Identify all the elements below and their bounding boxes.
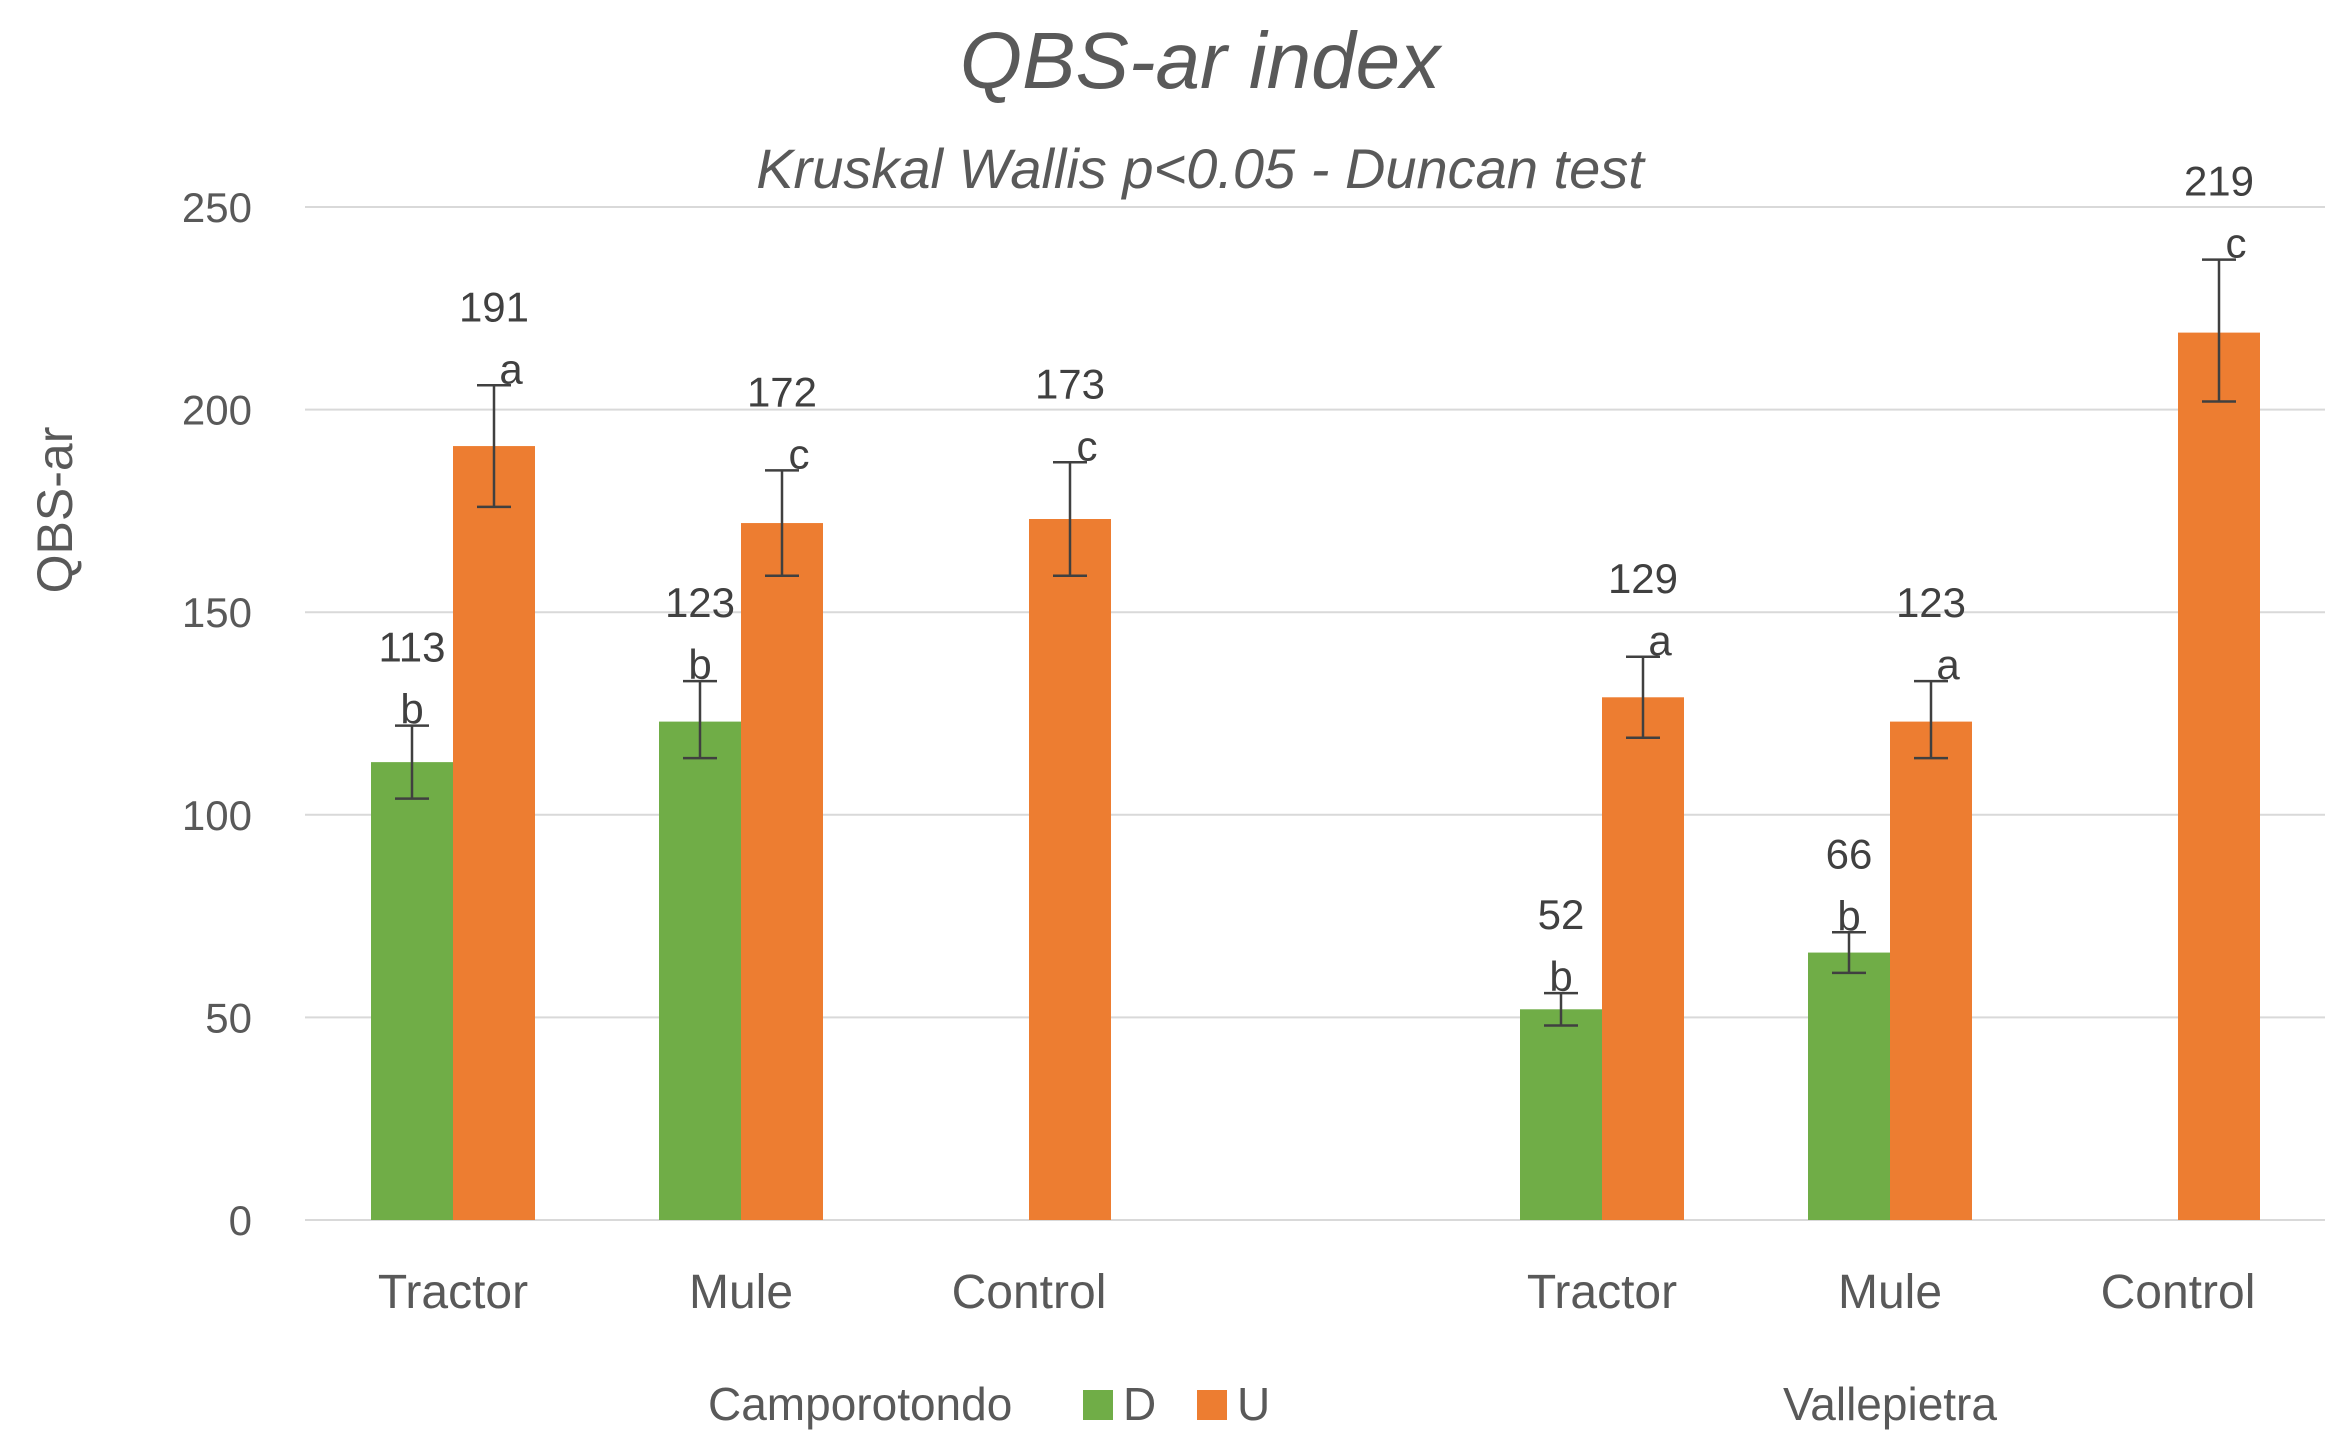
significance-letter-vallepietra-control-U: c [2226,220,2247,267]
y-tick-250: 250 [182,184,252,231]
legend-label-D: D [1123,1378,1156,1430]
legend-swatch-D [1083,1390,1113,1420]
significance-letter-vallepietra-mule-U: a [1936,641,1960,688]
value-label-vallepietra-tractor-U: 129 [1608,555,1678,602]
value-label-vallepietra-control-U: 219 [2184,158,2254,205]
significance-letter-camporotondo-mule-U: c [789,430,810,477]
legend-label-U: U [1237,1378,1270,1430]
bar-vallepietra-mule-D [1808,952,1890,1220]
legend: Camporotondo D U Vallepietra [708,1378,1997,1430]
value-label-camporotondo-mule-D: 123 [665,579,735,626]
data-labels: b 113 a 191 b 123 c 172 c 173 b 52 a 129 b 66 a 123 c 219 [379,158,2255,1000]
bar-camporotondo-tractor-U [453,446,535,1220]
value-label-vallepietra-mule-U: 123 [1896,579,1966,626]
y-tick-150: 150 [182,589,252,636]
bar-camporotondo-control-U [1029,519,1111,1220]
significance-letter-vallepietra-tractor-D: b [1549,953,1572,1000]
error-bars [395,258,2236,1027]
y-axis-ticks: 0 50 100 150 200 250 [182,184,252,1244]
bar-vallepietra-tractor-D [1520,1009,1602,1220]
x-category-camporotondo-tractor: Tractor [378,1266,528,1319]
y-axis-label: QBS-ar [27,427,83,594]
y-tick-50: 50 [205,994,252,1041]
gridlines [305,206,2325,1221]
chart-title: QBS-ar index [960,16,1443,105]
x-category-vallepietra-mule: Mule [1838,1266,1942,1319]
bar-vallepietra-mule-U [1890,721,1972,1220]
y-tick-100: 100 [182,792,252,839]
y-tick-200: 200 [182,387,252,434]
significance-letter-vallepietra-tractor-U: a [1648,617,1672,664]
legend-group-camporotondo: Camporotondo [708,1378,1012,1430]
significance-letter-camporotondo-control-U: c [1077,422,1098,469]
bar-vallepietra-control-U [2178,332,2260,1220]
x-category-camporotondo-control: Control [952,1266,1107,1319]
value-label-camporotondo-control-U: 173 [1035,360,1105,407]
legend-swatch-U [1197,1390,1227,1420]
x-category-camporotondo-mule: Mule [689,1266,793,1319]
chart-subtitle: Kruskal Wallis p<0.05 - Duncan test [756,137,1646,200]
significance-letter-camporotondo-tractor-D: b [400,686,423,733]
significance-letter-camporotondo-mule-D: b [688,641,711,688]
y-tick-0: 0 [229,1197,252,1244]
bar-camporotondo-mule-D [659,721,741,1220]
legend-group-vallepietra: Vallepietra [1783,1378,1997,1430]
bars [371,332,2260,1220]
x-category-vallepietra-control: Control [2101,1266,2256,1319]
significance-letter-camporotondo-tractor-U: a [499,345,523,392]
x-category-vallepietra-tractor: Tractor [1527,1266,1677,1319]
value-label-vallepietra-mule-D: 66 [1826,830,1873,877]
value-label-camporotondo-tractor-D: 113 [379,624,446,671]
value-label-camporotondo-mule-U: 172 [747,368,817,415]
bar-vallepietra-tractor-U [1602,697,1684,1220]
x-axis-categories: Tractor Mule Control Tractor Mule Control [378,1266,2255,1319]
bar-camporotondo-tractor-D [371,762,453,1220]
value-label-camporotondo-tractor-U: 191 [459,283,529,330]
value-label-vallepietra-tractor-D: 52 [1538,891,1585,938]
significance-letter-vallepietra-mule-D: b [1837,892,1860,939]
bar-camporotondo-mule-U [741,523,823,1220]
